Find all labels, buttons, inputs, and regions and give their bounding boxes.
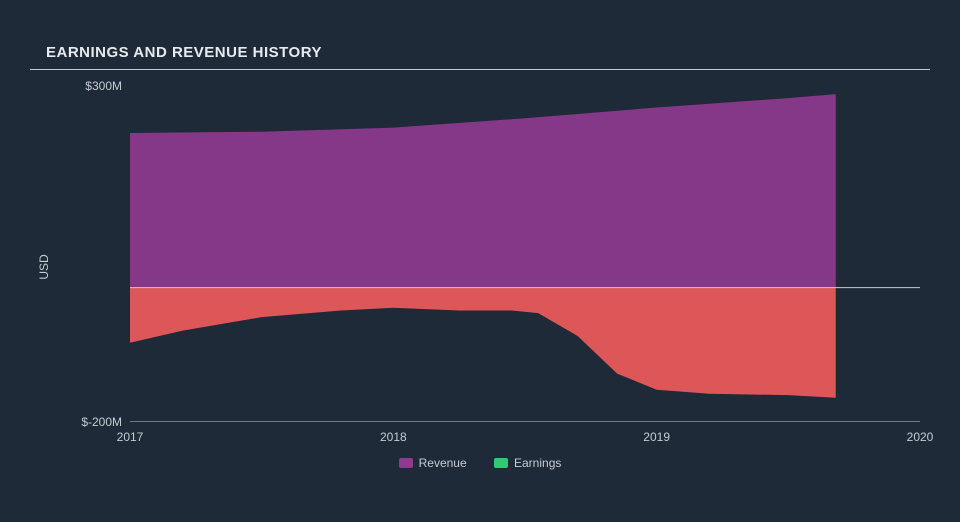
earnings-area: [130, 288, 836, 398]
y-tick-max: $300M: [72, 79, 122, 93]
x-tick-2020: 2020: [907, 430, 934, 444]
x-tick-2017: 2017: [117, 430, 144, 444]
y-tick-min: $-200M: [72, 415, 122, 429]
revenue-area: [130, 94, 836, 288]
legend-item-earnings: Earnings: [494, 456, 561, 470]
plot-wrap: USD $300M $-200M 2017 2018 2019 2020: [54, 82, 930, 452]
area-chart-svg: [130, 86, 920, 422]
legend-swatch-revenue: [399, 458, 413, 468]
plot-area: [130, 86, 920, 422]
x-tick-2019: 2019: [643, 430, 670, 444]
legend: Revenue Earnings: [30, 456, 930, 471]
x-tick-2018: 2018: [380, 430, 407, 444]
y-axis-title: USD: [37, 254, 51, 279]
chart-container: EARNINGS AND REVENUE HISTORY USD $300M $…: [0, 0, 960, 522]
chart-title: EARNINGS AND REVENUE HISTORY: [46, 44, 930, 61]
title-rule: [30, 69, 930, 70]
legend-swatch-earnings: [494, 458, 508, 468]
legend-label-revenue: Revenue: [419, 456, 467, 470]
legend-item-revenue: Revenue: [399, 456, 467, 470]
legend-label-earnings: Earnings: [514, 456, 561, 470]
